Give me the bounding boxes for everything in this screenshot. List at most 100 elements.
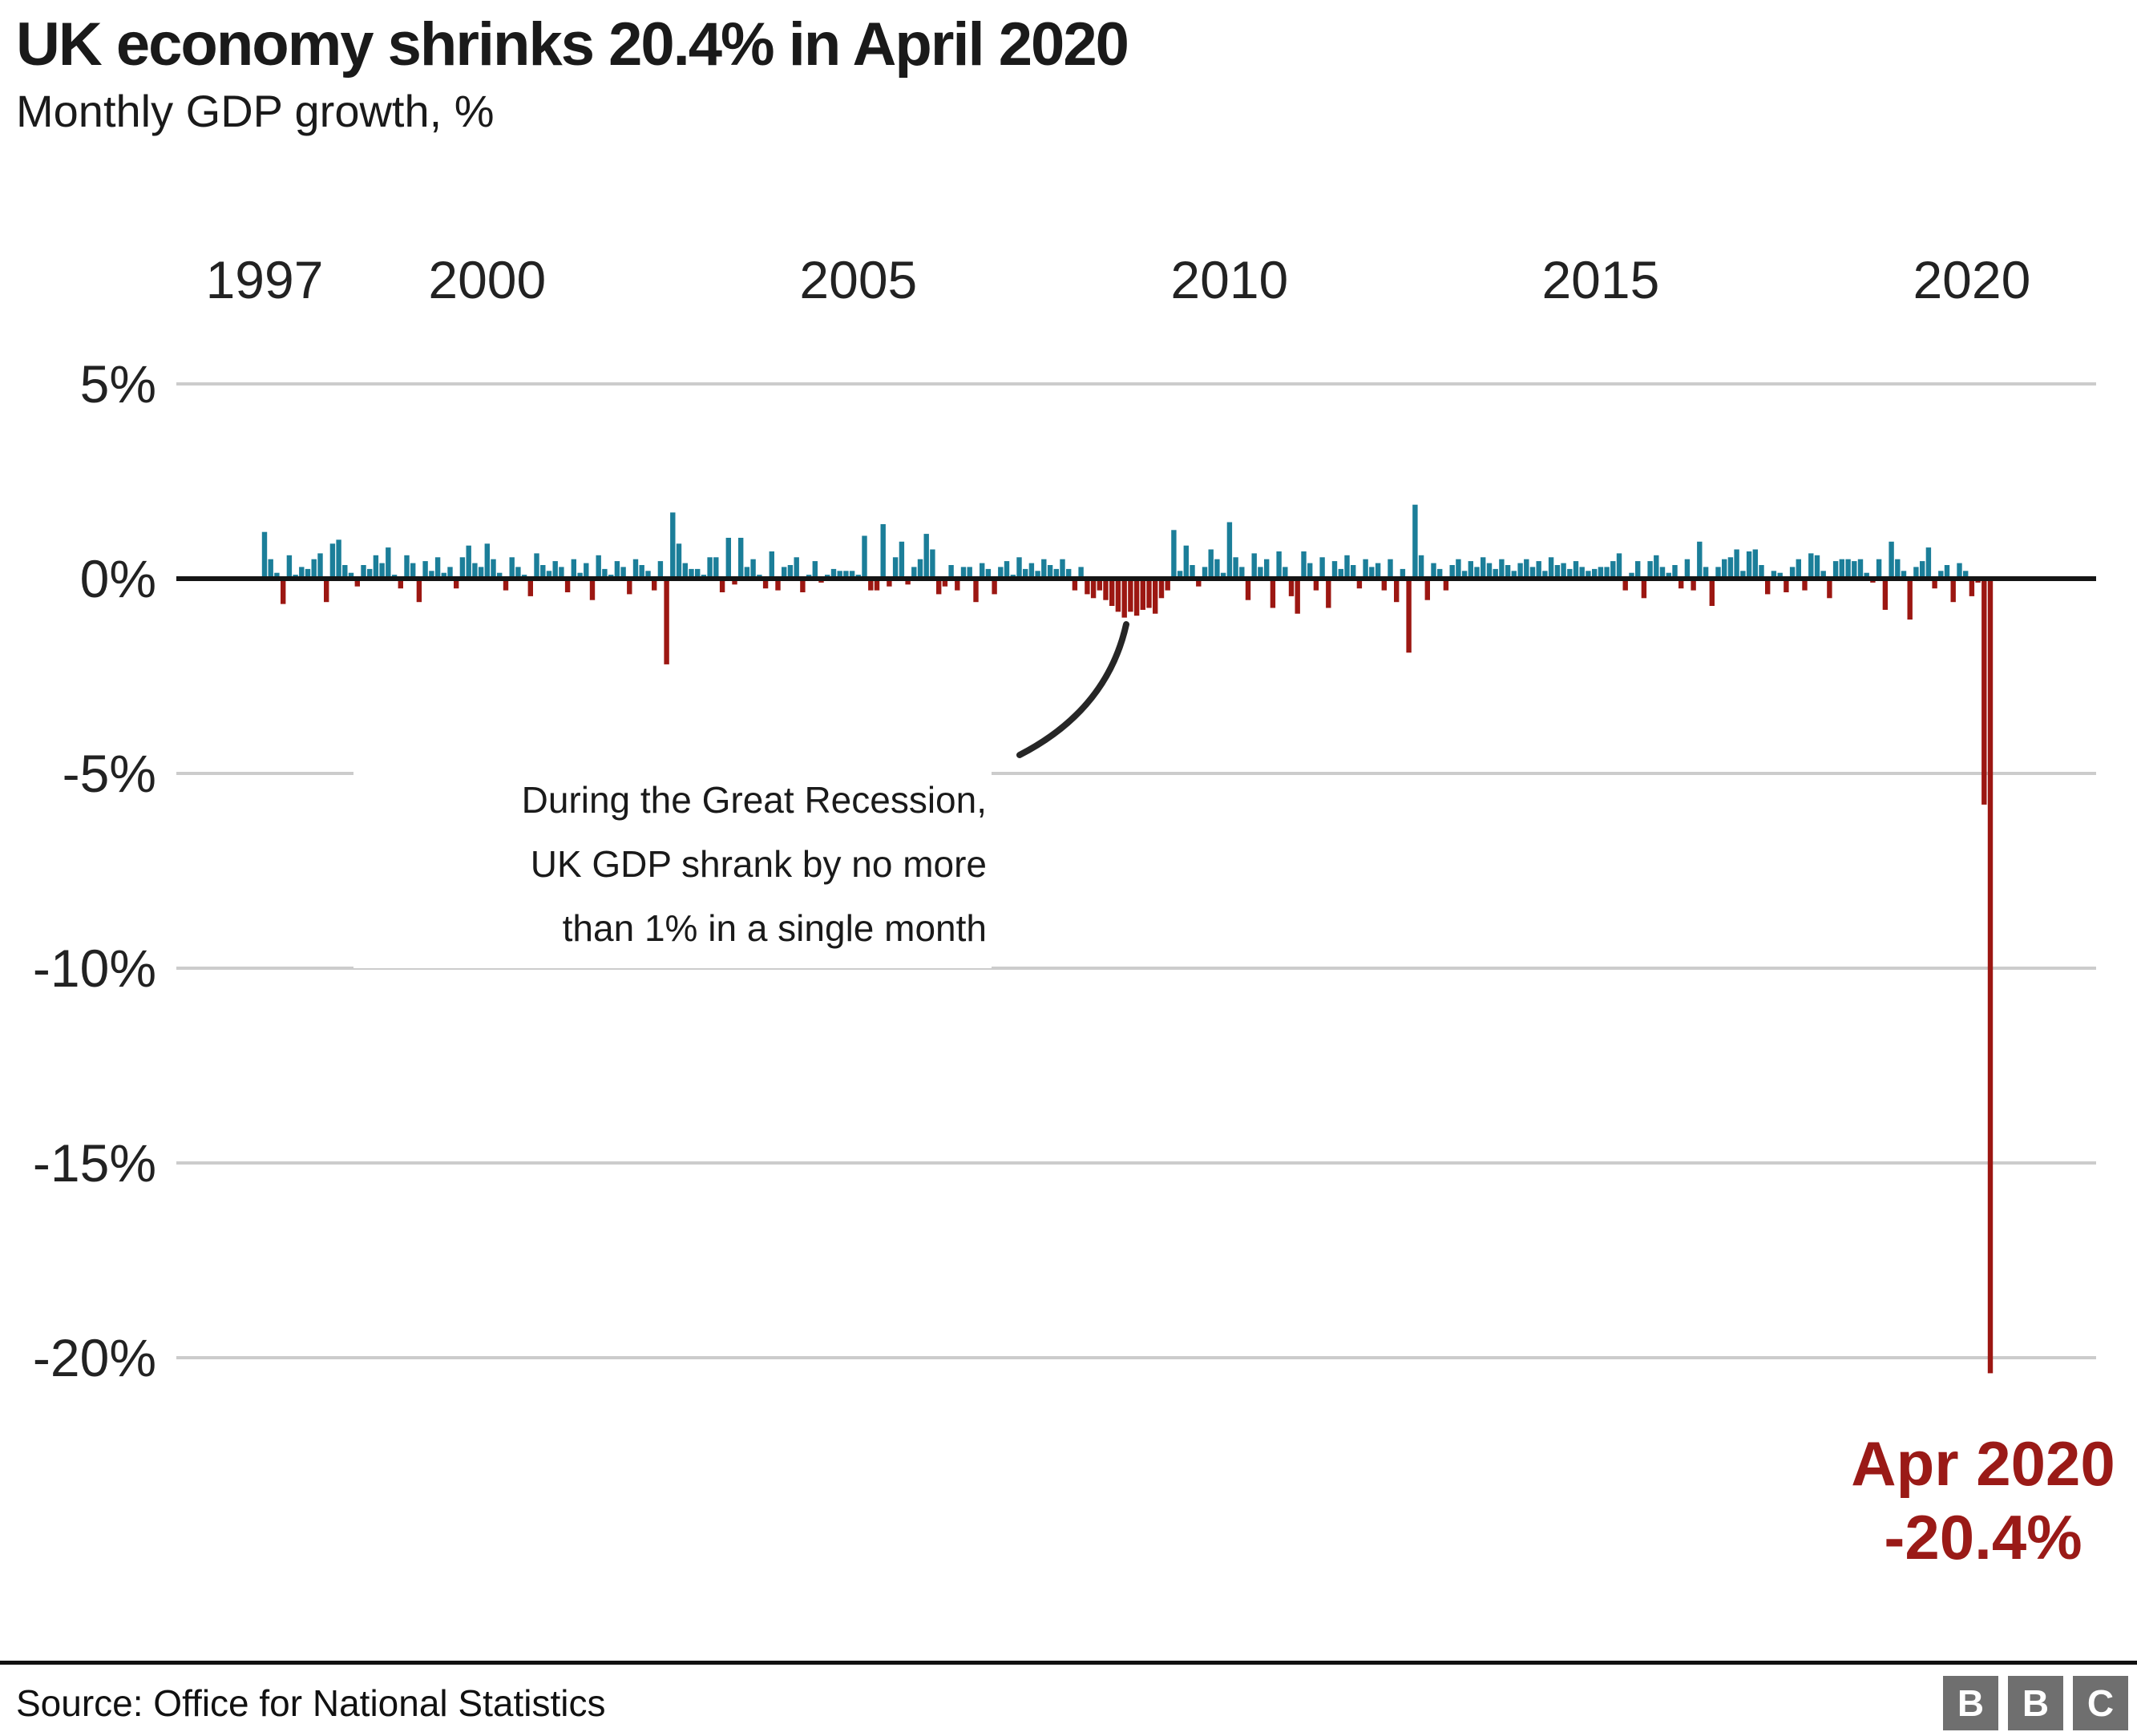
gdp-month-bar (1629, 572, 1634, 579)
gdp-month-bar (1319, 557, 1325, 579)
gdp-month-bar (1023, 568, 1028, 579)
gdp-month-bar (1097, 579, 1102, 591)
gdp-month-bar (830, 568, 837, 579)
gdp-month-bar (348, 572, 354, 579)
y-tick-label: -5% (62, 744, 156, 803)
great-recession-annotation: During the Great Recession, UK GDP shran… (353, 757, 992, 968)
gdp-month-bar (1208, 549, 1214, 579)
gdp-month-bar (1258, 567, 1263, 579)
gdp-month-bar (336, 539, 341, 579)
gdp-month-bar (342, 565, 348, 579)
gdp-month-bar (639, 565, 644, 579)
gdp-month-bar (620, 567, 626, 579)
gdp-month-bar (1177, 571, 1183, 579)
gdp-month-bar (652, 579, 657, 591)
gdp-month-bar (1128, 579, 1133, 612)
y-tick-label: -10% (32, 939, 156, 998)
gdp-month-bar (1678, 579, 1684, 589)
gdp-month-bar (1245, 579, 1251, 600)
gdp-month-bar (1449, 565, 1455, 579)
annotation-line: than 1% in a single month (562, 907, 987, 949)
gdp-month-bar (491, 559, 496, 579)
gdp-month-bar (1622, 579, 1628, 591)
gdp-month-bar (1431, 563, 1436, 579)
gdp-month-bar (1889, 541, 1894, 579)
gdp-month-bar (1183, 545, 1189, 579)
gdp-month-bar (361, 565, 366, 579)
gdp-month-bar (1740, 571, 1746, 579)
gdp-month-bar (1777, 572, 1783, 579)
gdp-month-bar (534, 553, 539, 579)
footer-divider (0, 1661, 2137, 1665)
gdp-month-bar (1839, 559, 1844, 579)
gdp-month-bar (261, 531, 268, 579)
annotation-pointer-curve (1016, 621, 1129, 758)
gdp-month-bar (707, 557, 713, 579)
gdp-month-bar (1524, 559, 1529, 579)
gdp-month-bar (1233, 557, 1238, 579)
apr-2020-value: -20.4% (1884, 1502, 2082, 1572)
apr-2020-value-label: Apr 2020 -20.4% (1851, 1427, 2115, 1574)
gdp-month-bar (1406, 579, 1412, 653)
gdp-month-bar (416, 579, 422, 603)
gdp-month-bar (1351, 565, 1356, 579)
gdp-month-bar (689, 568, 694, 579)
gdp-month-bar (868, 579, 874, 591)
gdp-month-bar (1784, 579, 1789, 592)
gdp-month-bar (1913, 567, 1919, 579)
gdp-month-bar (632, 559, 639, 579)
gdp-month-bar (497, 572, 503, 579)
gdp-month-bar (967, 567, 972, 579)
gdp-month-bar (447, 567, 453, 579)
gdp-month-bar (478, 567, 484, 579)
gdp-month-bar (1957, 563, 1962, 579)
annotation-line: During the Great Recession, (521, 779, 987, 821)
gdp-month-bar (373, 555, 379, 579)
gdp-month-bar (744, 567, 750, 579)
gdp-month-bar (472, 563, 478, 579)
gdp-month-bar (268, 559, 273, 579)
gdp-month-bar (614, 561, 620, 579)
y-tick-label: -20% (32, 1328, 156, 1387)
gdp-month-bar (429, 571, 434, 579)
gdp-month-bar (750, 559, 756, 579)
gdp-month-bar (719, 579, 725, 592)
gdp-month-bar (1344, 555, 1350, 579)
page-title: UK economy shrinks 20.4% in April 2020 (16, 10, 1129, 79)
gdp-month-bar (1845, 559, 1851, 579)
gdp-month-bar (1536, 561, 1541, 579)
gdp-month-bar (1226, 522, 1233, 579)
gdp-month-bar (454, 579, 459, 589)
gdp-month-bar (955, 579, 960, 591)
gdp-month-bar (1598, 567, 1604, 579)
gdp-month-bar (589, 579, 596, 600)
gdp-month-bar (1041, 559, 1047, 579)
x-tick-label: 2015 (1541, 250, 1660, 309)
gdp-month-bar (1307, 563, 1313, 579)
gdp-month-bar (1214, 559, 1220, 579)
gdp-month-bar (1331, 561, 1338, 579)
gdp-month-bar (1481, 557, 1486, 579)
gdp-month-bar (274, 572, 280, 579)
gdp-month-bar (1381, 579, 1387, 591)
gdp-month-bar (1932, 579, 1937, 589)
gdp-month-bar (1765, 579, 1771, 595)
gdp-month-bar (1375, 563, 1381, 579)
gdp-month-bar (948, 565, 954, 579)
gdp-month-bar (1808, 553, 1814, 579)
gdp-month-bar (1752, 549, 1758, 579)
gdp-month-bar (1220, 572, 1226, 579)
gdp-month-bar (1697, 541, 1703, 579)
gdp-month-bar (657, 561, 664, 579)
gdp-month-bar (1078, 567, 1084, 579)
gdp-month-bar (1592, 568, 1598, 579)
gdp-month-bar (1276, 551, 1282, 579)
gdp-month-bar (1060, 559, 1065, 579)
gdp-month-bar (1511, 571, 1517, 579)
gdp-month-bar (787, 565, 794, 579)
gdp-month-bar (1270, 579, 1276, 608)
gdp-month-bar (1554, 565, 1561, 579)
gdp-month-bar (1709, 579, 1715, 606)
bbc-logo-block: B (2008, 1676, 2063, 1730)
